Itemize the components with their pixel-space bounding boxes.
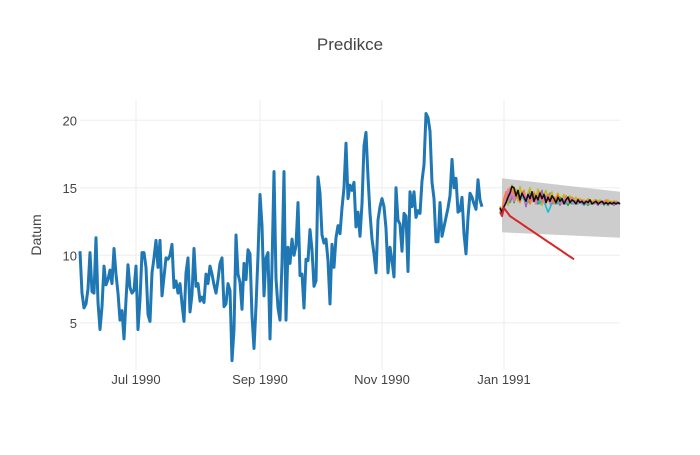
y-tick-label: 20 [63, 113, 77, 128]
y-tick-label: 5 [70, 316, 77, 331]
y-axis-label: Datum [28, 214, 44, 255]
history-series-line [78, 112, 484, 363]
plot-area [78, 112, 621, 363]
forecast-series-line [499, 185, 621, 213]
y-tick-label: 15 [63, 181, 77, 196]
x-tick-label: Jan 1991 [477, 372, 531, 387]
y-tick-label: 10 [63, 248, 77, 263]
x-tick-label: Sep 1990 [232, 372, 288, 387]
axes: 5 10 15 20 Jul 1990 Sep 1990 Nov 1990 Jan 1991 [63, 113, 531, 387]
chart-title: Predikce [317, 35, 383, 54]
x-tick-label: Nov 1990 [354, 372, 410, 387]
x-tick-label: Jul 1990 [111, 372, 160, 387]
trend-series-line [499, 207, 575, 261]
